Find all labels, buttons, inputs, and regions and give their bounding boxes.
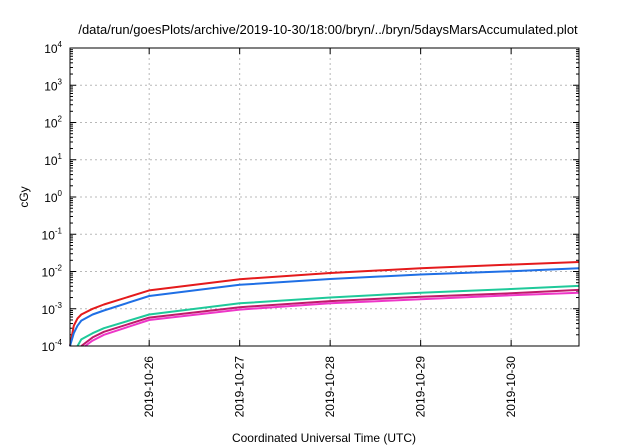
y-tick-exponent: 2 [58,115,63,124]
x-tick-label: 2019-10-29 [414,356,428,418]
y-tick-base: 10 [44,154,58,168]
y-tick-exponent: -3 [55,301,63,310]
chart-title: /data/run/goesPlots/archive/2019-10-30/1… [78,22,578,37]
y-tick-exponent: 4 [58,40,63,49]
series-line-5 [84,291,580,347]
y-tick-base: 10 [42,266,56,280]
y-tick-label: 101 [44,152,62,168]
y-tick-exponent: 0 [58,189,63,198]
x-tick-label: 2019-10-27 [233,356,247,418]
plot-frame [69,47,580,347]
y-tick-label: 10-1 [42,226,63,242]
series-line-4 [80,288,580,347]
y-tick-exponent: 1 [58,152,63,161]
axis-ticks: 10-410-310-210-11001011021031042019-10-2… [42,40,579,417]
y-tick-exponent: 3 [58,77,63,86]
y-tick-label: 10-2 [42,264,63,280]
y-tick-base: 10 [44,42,58,56]
y-tick-exponent: -4 [55,338,63,347]
y-tick-base: 10 [42,228,56,242]
y-tick-exponent: -1 [55,226,63,235]
y-tick-label: 103 [44,77,62,93]
x-tick-label: 2019-10-30 [504,356,518,418]
y-tick-label: 104 [44,40,62,56]
y-tick-label: 10-4 [42,338,63,354]
y-tick-base: 10 [42,303,56,317]
series-line-1 [69,261,580,347]
y-tick-base: 10 [42,340,56,354]
y-tick-base: 10 [44,191,58,205]
y-tick-label: 100 [44,189,62,205]
series-line-3 [76,284,580,347]
y-tick-base: 10 [44,79,58,93]
series-group [69,261,580,347]
y-tick-label: 10-3 [42,301,63,317]
y-tick-label: 102 [44,115,62,131]
y-tick-base: 10 [44,117,58,131]
x-axis-label: Coordinated Universal Time (UTC) [232,431,416,445]
x-tick-label: 2019-10-26 [142,356,156,418]
y-axis-label: cGy [17,186,31,207]
series-line-2 [69,267,580,347]
x-tick-label: 2019-10-28 [323,356,337,418]
y-tick-exponent: -2 [55,264,63,273]
